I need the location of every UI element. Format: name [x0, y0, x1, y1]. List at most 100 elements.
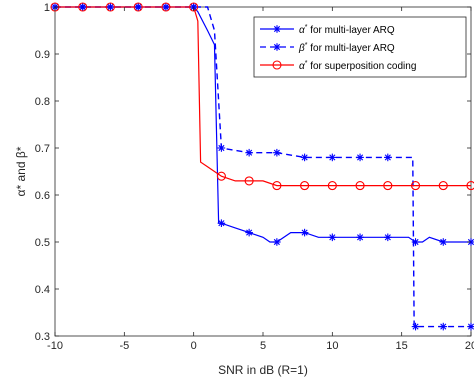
- point-stroke: [273, 149, 280, 156]
- data-point: [411, 238, 420, 246]
- y-tick-label: 1: [44, 2, 50, 14]
- data-point: [272, 60, 282, 70]
- x-tick-label: 15: [396, 340, 408, 352]
- series-line-1: [55, 6, 471, 328]
- point-circle: [438, 181, 448, 191]
- data-point: [356, 153, 364, 162]
- data-point: [438, 181, 448, 191]
- point-stroke: [162, 3, 170, 11]
- data-point: [273, 238, 281, 246]
- point-circle: [272, 181, 282, 191]
- data-point: [244, 176, 254, 186]
- point-stroke: [467, 323, 474, 330]
- point-circle: [300, 181, 310, 191]
- point-stroke: [440, 238, 447, 246]
- legend-label: α* for superposition coding: [299, 60, 416, 72]
- point-circle: [410, 181, 421, 191]
- y-tick-label: 0.9: [35, 49, 50, 61]
- point-circle: [383, 181, 393, 191]
- legend-label: α* for multi-layer ARQ: [299, 24, 395, 36]
- point-circle: [272, 60, 282, 70]
- y-axis-label: α* and β*: [14, 146, 28, 196]
- data-point: [273, 25, 281, 33]
- y-tick-label: 0.4: [35, 284, 50, 296]
- point-stroke: [412, 238, 419, 246]
- point-stroke: [329, 234, 336, 241]
- point-stroke: [273, 43, 281, 51]
- point-stroke: [107, 3, 114, 11]
- legend-box: [253, 16, 467, 78]
- data-point: [161, 2, 171, 12]
- data-point: [411, 322, 420, 331]
- legend-item: β* for multi-layer ARQ: [260, 42, 395, 54]
- point-stroke: [246, 229, 253, 236]
- point-stroke: [329, 154, 336, 161]
- point-circle: [327, 181, 337, 191]
- data-point: [216, 171, 226, 181]
- data-point: [272, 181, 282, 191]
- data-point: [328, 233, 337, 242]
- data-point: [217, 144, 226, 152]
- data-point: [245, 148, 253, 157]
- point-stroke: [440, 323, 447, 330]
- y-tick-label: 0.3: [35, 331, 50, 343]
- data-point: [439, 238, 448, 246]
- point-stroke: [356, 234, 364, 241]
- point-circle: [105, 2, 116, 12]
- data-point: [439, 322, 448, 331]
- data-point: [217, 219, 226, 227]
- point-circle: [216, 171, 226, 181]
- legend-item: α* for superposition coding: [260, 60, 416, 72]
- point-stroke: [135, 3, 142, 11]
- data-point: [300, 181, 310, 191]
- series-line-2: [55, 6, 471, 187]
- data-point: [327, 181, 337, 191]
- data-point: [134, 3, 142, 11]
- point-stroke: [356, 154, 364, 161]
- x-tick-label: -10: [47, 340, 63, 352]
- data-point: [466, 181, 474, 191]
- y-tick-label: 0.5: [35, 237, 50, 249]
- point-circle: [78, 2, 88, 12]
- data-point: [105, 2, 116, 12]
- data-point: [162, 3, 170, 11]
- data-point: [78, 2, 88, 12]
- point-stroke: [273, 238, 280, 246]
- x-tick-label: 10: [326, 340, 338, 352]
- y-tick-label: 0.8: [35, 96, 50, 108]
- data-point: [245, 228, 253, 237]
- data-point: [384, 233, 392, 242]
- data-point: [410, 181, 421, 191]
- x-axis-label: SNR in dB (R=1): [218, 363, 308, 377]
- point-circle: [355, 181, 365, 191]
- series-markers: [50, 2, 474, 331]
- point-stroke: [218, 144, 225, 152]
- data-point: [383, 181, 393, 191]
- data-point: [356, 233, 364, 242]
- data-point: [78, 3, 87, 11]
- data-point: [328, 153, 337, 162]
- y-axis-label-text: α* and β*: [14, 146, 28, 196]
- point-stroke: [79, 3, 86, 11]
- legend-label: β* for multi-layer ARQ: [298, 42, 395, 54]
- data-point: [355, 181, 365, 191]
- point-stroke: [301, 229, 308, 236]
- point-circle: [466, 181, 474, 191]
- point-stroke: [273, 25, 281, 33]
- point-stroke: [412, 323, 419, 330]
- point-stroke: [384, 234, 391, 241]
- x-tick-label: -5: [119, 340, 129, 352]
- data-point: [300, 228, 309, 237]
- legend: α* for multi-layer ARQ β* for multi-layer…: [253, 16, 467, 78]
- x-tick-label: 20: [465, 340, 474, 352]
- axis-ticks: -10 -5 0 5 10 15 20 0.3 0.4 0.5 0.6 0.7 0.8 0.9 1: [35, 2, 474, 352]
- point-stroke: [384, 154, 391, 161]
- point-circle: [244, 176, 254, 186]
- legend-item: α* for multi-layer ARQ: [260, 24, 395, 36]
- y-tick-label: 0.7: [35, 143, 50, 155]
- point-circle: [133, 2, 143, 12]
- data-point: [106, 3, 115, 11]
- data-point: [133, 2, 143, 12]
- data-point: [273, 43, 281, 51]
